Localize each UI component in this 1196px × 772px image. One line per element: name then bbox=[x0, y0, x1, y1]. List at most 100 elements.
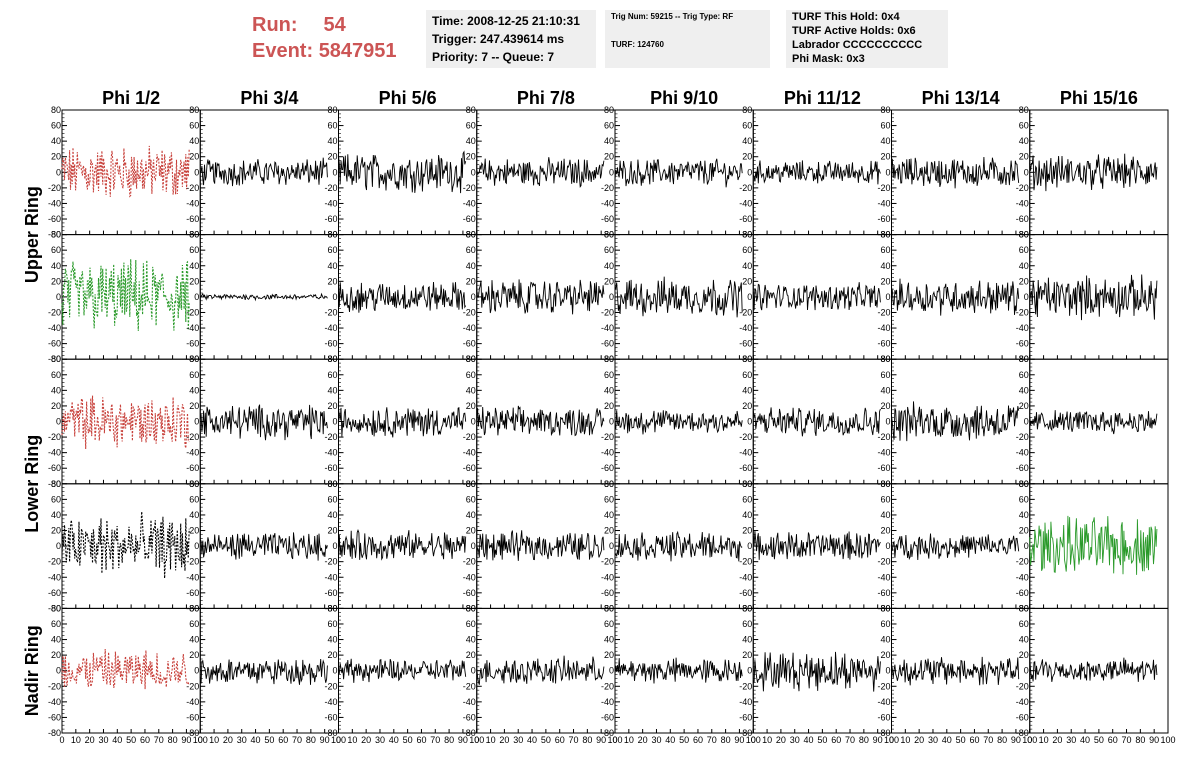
y-tick-label: 80 bbox=[51, 230, 61, 240]
y-tick-label: 80 bbox=[742, 479, 752, 489]
y-tick-label: 0 bbox=[1024, 292, 1029, 302]
y-tick-label: 60 bbox=[1019, 245, 1029, 255]
y-tick-label: 80 bbox=[189, 603, 199, 613]
x-tick-label: 50 bbox=[264, 735, 274, 745]
y-tick-label: -40 bbox=[1016, 697, 1029, 707]
waveform-trace bbox=[1029, 657, 1158, 682]
y-tick-label: -40 bbox=[463, 448, 476, 458]
waveform-trace bbox=[476, 279, 605, 315]
panel-r5-c5: 80 60 40 20 0 -20 -40 -60 -80 bbox=[601, 603, 754, 738]
y-tick-label: -60 bbox=[48, 463, 61, 473]
y-tick-label: 20 bbox=[742, 401, 752, 411]
y-tick-label: 80 bbox=[1019, 354, 1029, 364]
y-tick-label: 20 bbox=[1019, 152, 1029, 162]
panel-frame bbox=[891, 109, 1031, 236]
y-tick-label: -20 bbox=[186, 183, 199, 193]
y-tick-label: 80 bbox=[466, 105, 476, 115]
x-tick-label: 80 bbox=[859, 735, 869, 745]
y-tick-label: 20 bbox=[880, 401, 890, 411]
y-tick-label: -20 bbox=[601, 183, 614, 193]
y-tick-label: 80 bbox=[327, 230, 337, 240]
y-tick-label: 20 bbox=[327, 152, 337, 162]
column-header-phi-7: Phi 13/14 bbox=[922, 88, 1000, 108]
panel-frame bbox=[199, 358, 339, 485]
x-tick-label: 0 bbox=[612, 735, 617, 745]
y-tick-label: 60 bbox=[189, 121, 199, 131]
y-tick-label: 0 bbox=[194, 167, 199, 177]
y-tick-label: -60 bbox=[601, 712, 614, 722]
y-tick-label: -40 bbox=[601, 697, 614, 707]
waveform-trace bbox=[61, 648, 190, 690]
waveform-trace bbox=[476, 405, 605, 437]
y-tick-label: 60 bbox=[742, 370, 752, 380]
x-tick-label: 80 bbox=[721, 735, 731, 745]
y-tick-label: 0 bbox=[471, 666, 476, 676]
y-tick-label: -20 bbox=[324, 681, 337, 691]
panel-r1-c1: 80 60 40 20 0 -20 -40 -60 -80 bbox=[48, 105, 201, 240]
x-tick-label: 50 bbox=[817, 735, 827, 745]
y-tick-label: 40 bbox=[466, 385, 476, 395]
y-tick-label: 0 bbox=[332, 541, 337, 551]
y-tick-label: -40 bbox=[1016, 448, 1029, 458]
y-tick-label: 60 bbox=[327, 121, 337, 131]
x-tick-label: 80 bbox=[1135, 735, 1145, 745]
x-tick-label: 10 bbox=[486, 735, 496, 745]
y-tick-label: 40 bbox=[604, 136, 614, 146]
y-tick-label: 60 bbox=[742, 619, 752, 629]
y-tick-label: 80 bbox=[604, 354, 614, 364]
x-tick-label: 10 bbox=[209, 735, 219, 745]
y-tick-label: -20 bbox=[1016, 432, 1029, 442]
y-tick-label: -20 bbox=[324, 307, 337, 317]
y-tick-label: 20 bbox=[466, 276, 476, 286]
y-tick-label: 60 bbox=[466, 370, 476, 380]
y-tick-label: 0 bbox=[194, 666, 199, 676]
y-tick-label: -40 bbox=[601, 323, 614, 333]
y-tick-label: 0 bbox=[471, 417, 476, 427]
x-tick-label: 10 bbox=[1039, 735, 1049, 745]
y-tick-label: 80 bbox=[189, 354, 199, 364]
y-tick-label: 20 bbox=[742, 526, 752, 536]
y-tick-label: 80 bbox=[1019, 479, 1029, 489]
x-tick-label: 20 bbox=[499, 735, 509, 745]
y-tick-label: 0 bbox=[56, 666, 61, 676]
y-tick-label: -80 bbox=[601, 728, 614, 738]
y-tick-label: -20 bbox=[877, 432, 890, 442]
x-tick-label: 10 bbox=[762, 735, 772, 745]
y-tick-label: 60 bbox=[880, 370, 890, 380]
y-tick-label: -60 bbox=[186, 214, 199, 224]
column-header-phi-4: Phi 7/8 bbox=[517, 88, 575, 108]
y-tick-label: -40 bbox=[324, 697, 337, 707]
y-tick-label: -40 bbox=[601, 198, 614, 208]
y-tick-label: 60 bbox=[880, 494, 890, 504]
y-tick-label: 60 bbox=[51, 370, 61, 380]
x-tick-label: 50 bbox=[126, 735, 136, 745]
y-tick-label: 20 bbox=[742, 152, 752, 162]
y-tick-label: -40 bbox=[463, 198, 476, 208]
waveform-trace bbox=[891, 656, 1020, 686]
y-tick-label: -60 bbox=[324, 463, 337, 473]
y-tick-label: 20 bbox=[327, 276, 337, 286]
waveform-trace bbox=[891, 156, 1020, 189]
y-tick-label: 20 bbox=[604, 650, 614, 660]
x-tick-label: 20 bbox=[223, 735, 233, 745]
y-tick-label: -40 bbox=[877, 323, 890, 333]
column-header-phi-1: Phi 1/2 bbox=[102, 88, 160, 108]
y-tick-label: -60 bbox=[1016, 712, 1029, 722]
y-tick-label: 20 bbox=[1019, 401, 1029, 411]
y-tick-label: -40 bbox=[1016, 198, 1029, 208]
y-tick-label: 60 bbox=[604, 619, 614, 629]
x-tick-label: 40 bbox=[527, 735, 537, 745]
y-tick-label: 0 bbox=[332, 292, 337, 302]
y-tick-label: 20 bbox=[742, 650, 752, 660]
y-tick-label: 60 bbox=[189, 370, 199, 380]
phi-mask-text: Phi Mask: 0x3 bbox=[792, 53, 865, 65]
y-tick-label: 20 bbox=[327, 401, 337, 411]
y-tick-label: 0 bbox=[885, 666, 890, 676]
y-tick-label: 60 bbox=[327, 619, 337, 629]
y-tick-label: -20 bbox=[601, 557, 614, 567]
y-tick-label: 60 bbox=[742, 494, 752, 504]
column-header-phi-2: Phi 3/4 bbox=[240, 88, 298, 108]
y-tick-label: 80 bbox=[1019, 603, 1029, 613]
